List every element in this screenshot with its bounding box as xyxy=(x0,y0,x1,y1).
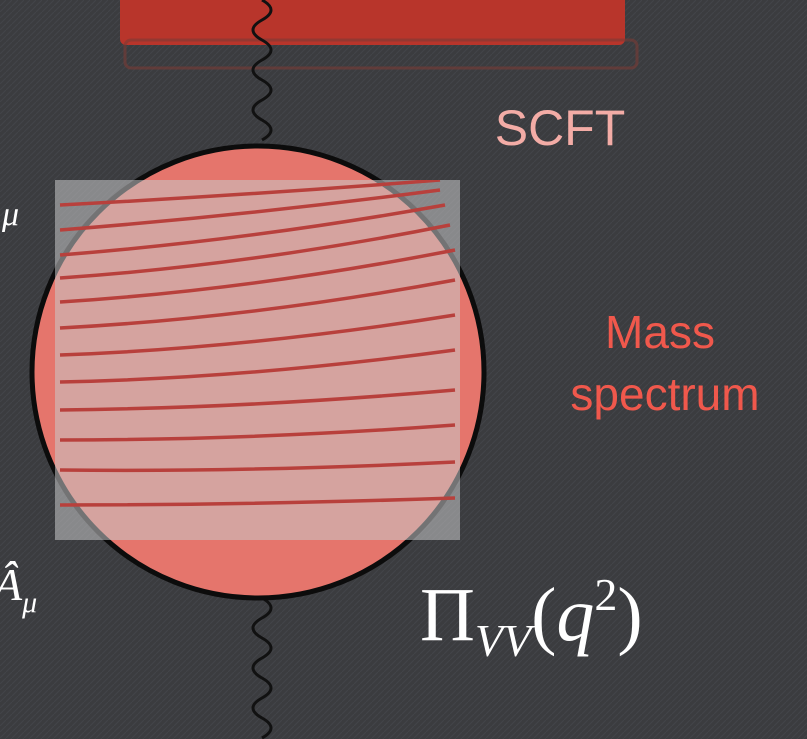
scft-label: SCFT xyxy=(495,100,626,156)
correlator-close: ) xyxy=(617,573,642,657)
correlator-sub: VV xyxy=(475,615,536,666)
mass-label: Mass xyxy=(605,306,715,358)
correlator-base: Π xyxy=(420,573,475,657)
correlator-arg: q xyxy=(556,573,594,657)
correlator-open: ( xyxy=(531,573,556,657)
slide: SCFT Mass spectrum ΠVV(q2) μ Âμ xyxy=(0,0,807,739)
left-label-sub: μ xyxy=(21,586,37,619)
spectrum-label: spectrum xyxy=(570,368,759,420)
top-bar xyxy=(120,0,625,45)
correlator-sup: 2 xyxy=(594,569,617,620)
left-label-top: μ xyxy=(1,196,19,233)
page: {"scft": "SCFT", "mass_spectrum": {"line… xyxy=(0,0,807,739)
left-label-base: Â xyxy=(0,559,23,610)
